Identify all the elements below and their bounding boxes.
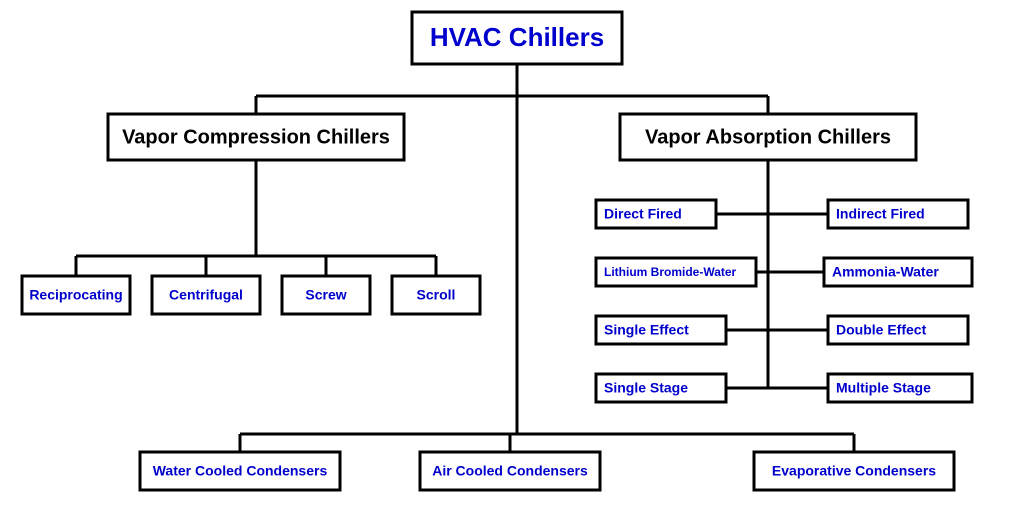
absorption-left-2: Single Effect xyxy=(596,316,726,344)
compression-child-1: Centrifugal xyxy=(152,276,260,314)
compression-child-0-label: Reciprocating xyxy=(29,287,122,303)
compression-child-0: Reciprocating xyxy=(22,276,130,314)
condenser-2: Evaporative Condensers xyxy=(754,452,954,490)
condenser-1: Air Cooled Condensers xyxy=(420,452,600,490)
absorption-left-2-label: Single Effect xyxy=(604,322,689,338)
condenser-0: Water Cooled Condensers xyxy=(140,452,340,490)
branch-compression: Vapor Compression Chillers xyxy=(108,114,404,160)
absorption-right-2-label: Double Effect xyxy=(836,322,927,338)
absorption-right-1: Ammonia-Water xyxy=(824,258,972,286)
condenser-1-label: Air Cooled Condensers xyxy=(432,463,588,479)
compression-child-3-label: Scroll xyxy=(417,287,456,303)
compression-child-2-label: Screw xyxy=(305,287,346,303)
branch-absorption-label: Vapor Absorption Chillers xyxy=(645,126,891,148)
absorption-left-1: Lithium Bromide-Water xyxy=(596,258,756,286)
hvac-chillers-diagram: HVAC Chillers Vapor Compression Chillers V… xyxy=(0,0,1028,510)
branch-absorption: Vapor Absorption Chillers xyxy=(620,114,916,160)
branch-compression-label: Vapor Compression Chillers xyxy=(122,126,390,148)
absorption-left-1-label: Lithium Bromide-Water xyxy=(604,265,737,279)
root-hvac-chillers-label: HVAC Chillers xyxy=(430,22,604,52)
absorption-right-0: Indirect Fired xyxy=(828,200,968,228)
absorption-left-0: Direct Fired xyxy=(596,200,716,228)
absorption-left-3: Single Stage xyxy=(596,374,726,402)
compression-child-3: Scroll xyxy=(392,276,480,314)
compression-child-1-label: Centrifugal xyxy=(169,287,243,303)
absorption-left-0-label: Direct Fired xyxy=(604,206,682,222)
absorption-right-3: Multiple Stage xyxy=(828,374,972,402)
compression-child-2: Screw xyxy=(282,276,370,314)
absorption-right-0-label: Indirect Fired xyxy=(836,206,925,222)
absorption-right-3-label: Multiple Stage xyxy=(836,380,931,396)
absorption-right-1-label: Ammonia-Water xyxy=(832,264,939,280)
root-hvac-chillers: HVAC Chillers xyxy=(412,12,622,64)
absorption-right-2: Double Effect xyxy=(828,316,968,344)
condenser-2-label: Evaporative Condensers xyxy=(772,463,936,479)
condenser-0-label: Water Cooled Condensers xyxy=(153,463,328,479)
absorption-left-3-label: Single Stage xyxy=(604,380,688,396)
